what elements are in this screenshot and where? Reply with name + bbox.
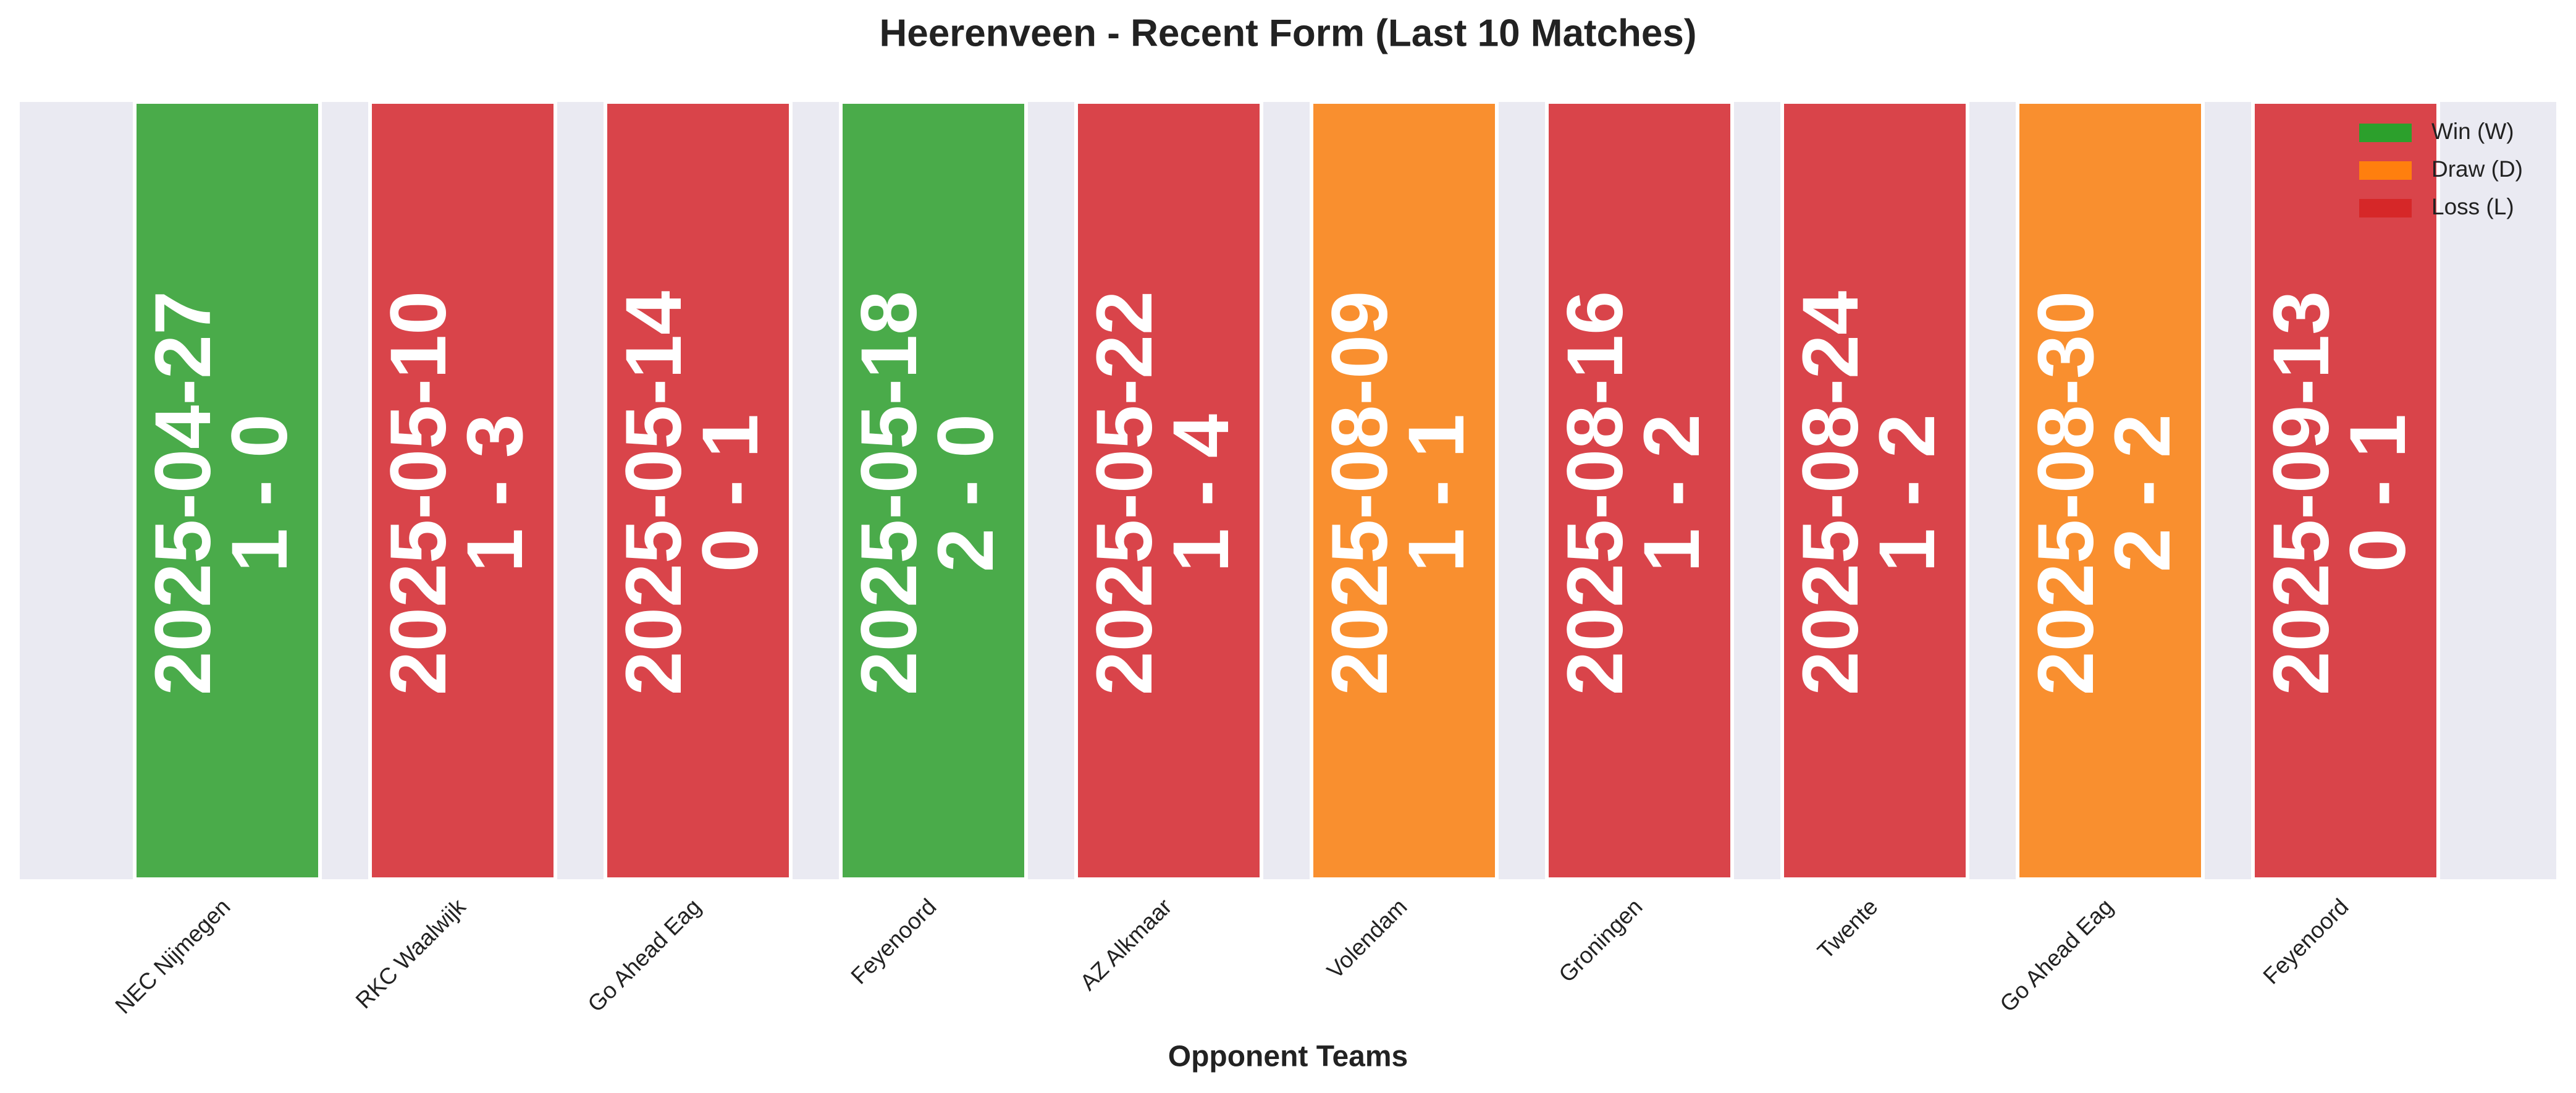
match-bar — [368, 100, 557, 881]
x-tick-label: Volendam — [1322, 894, 1412, 984]
match-score: 1 - 0 — [216, 414, 304, 572]
match-date: 2025-05-22 — [1080, 291, 1169, 696]
match-bar — [1780, 100, 1969, 881]
match-bar — [1074, 100, 1263, 881]
x-tick-label: Go Ahead Eag — [583, 894, 705, 1017]
match-bar — [2016, 100, 2205, 881]
match-bar — [1545, 100, 1734, 881]
match-date: 2025-08-24 — [1787, 291, 1875, 696]
x-tick-label: Feyenoord — [846, 894, 941, 989]
legend-label: Loss (L) — [2431, 194, 2514, 219]
legend-swatch — [2359, 199, 2412, 217]
match-score: 1 - 2 — [1863, 414, 1951, 572]
match-score: 2 - 2 — [2098, 414, 2187, 572]
legend-swatch — [2359, 124, 2412, 142]
match-date: 2025-08-30 — [2022, 291, 2110, 696]
x-axis-label: Opponent Teams — [1168, 1040, 1408, 1073]
match-date: 2025-05-14 — [610, 291, 698, 696]
match-bar — [1310, 100, 1499, 881]
legend-label: Win (W) — [2431, 119, 2514, 144]
match-bar — [604, 100, 793, 881]
match-date: 2025-09-13 — [2257, 291, 2346, 696]
chart-title: Heerenveen - Recent Form (Last 10 Matche… — [879, 12, 1696, 54]
legend-swatch — [2359, 161, 2412, 180]
match-bar — [2251, 100, 2440, 881]
x-tick-label: NEC Nijmegen — [111, 894, 235, 1019]
match-date: 2025-05-10 — [374, 291, 463, 696]
match-score: 1 - 2 — [1628, 414, 1716, 572]
x-tick-label: Groningen — [1554, 894, 1647, 987]
x-tick-label: Feyenoord — [2258, 894, 2354, 989]
match-score: 1 - 1 — [1392, 414, 1481, 572]
match-date: 2025-04-27 — [139, 291, 227, 696]
match-score: 1 - 3 — [451, 414, 539, 572]
match-score: 2 - 0 — [922, 414, 1010, 572]
x-tick-label: RKC Waalwijk — [351, 893, 471, 1013]
match-date: 2025-05-18 — [845, 291, 933, 696]
match-score: 1 - 4 — [1157, 414, 1245, 572]
match-date: 2025-08-09 — [1316, 291, 1404, 696]
x-tick-label: AZ Alkmaar — [1075, 894, 1176, 995]
x-tick-label: Twente — [1812, 894, 1882, 964]
x-tick-label: Go Ahead Eag — [1995, 894, 2118, 1017]
legend-label: Draw (D) — [2431, 156, 2523, 182]
match-bar — [839, 100, 1028, 881]
match-score: 0 - 1 — [2334, 414, 2422, 572]
match-date: 2025-08-16 — [1551, 291, 1639, 696]
match-bar — [133, 100, 322, 881]
match-score: 0 - 1 — [686, 414, 775, 572]
